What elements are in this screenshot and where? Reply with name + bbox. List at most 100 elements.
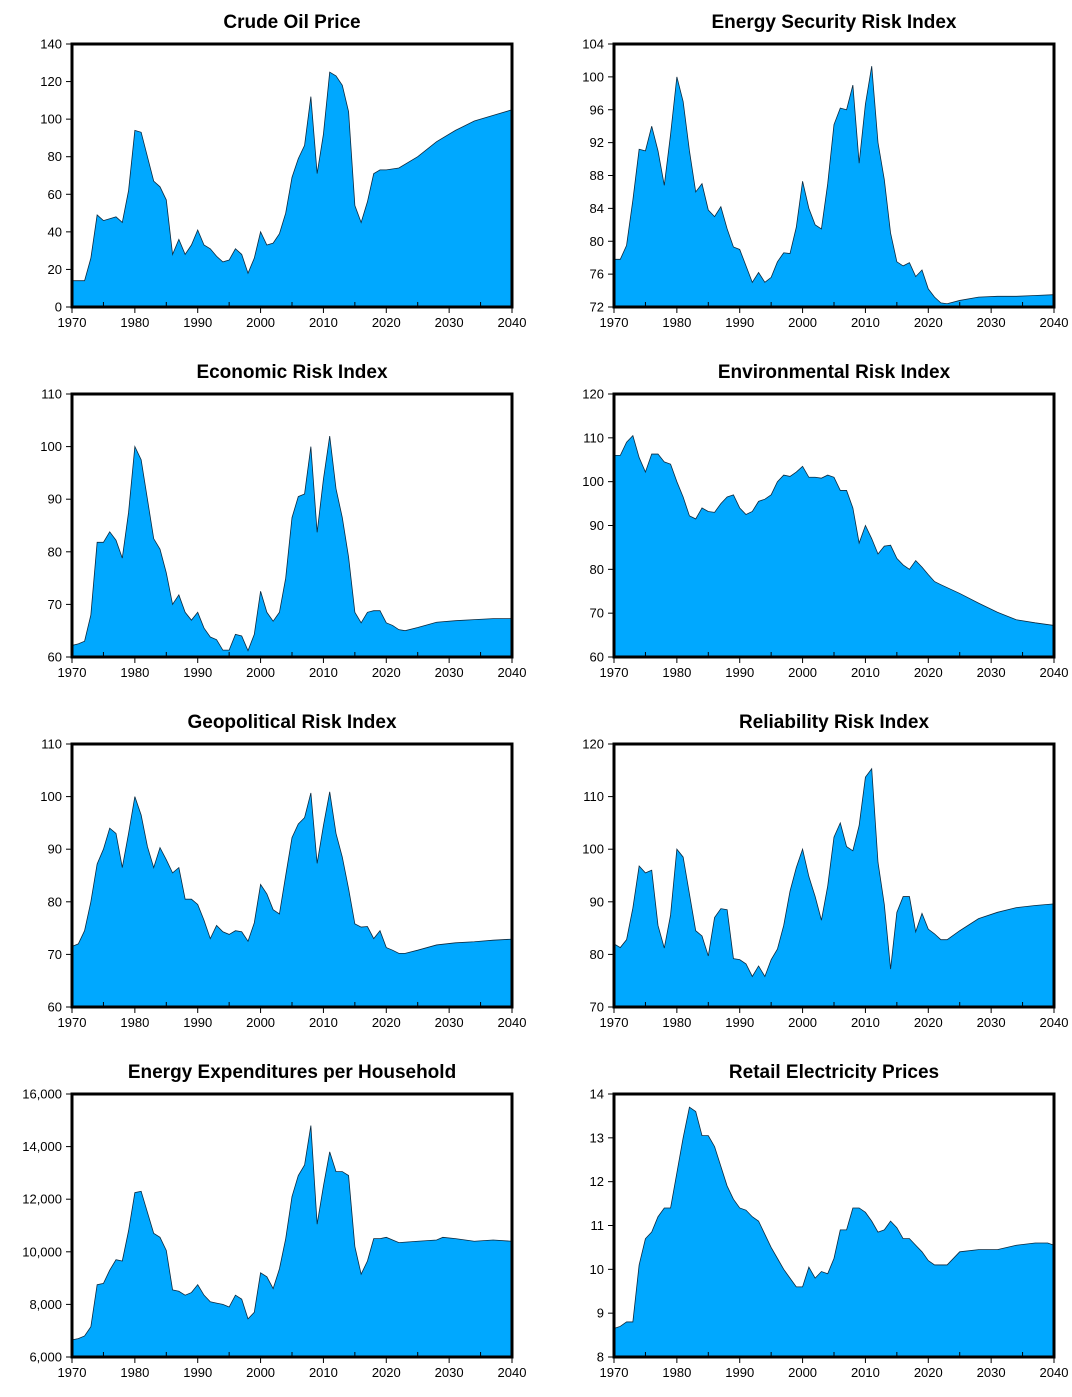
x-tick-label: 1990 (183, 1015, 212, 1030)
chart-title: Economic Risk Index (196, 362, 388, 383)
x-tick-label: 2010 (851, 1365, 880, 1380)
x-tick-label: 1990 (725, 315, 754, 330)
y-tick-label: 110 (583, 789, 604, 804)
y-tick-label: 10 (590, 1262, 604, 1277)
x-tick-label: 2000 (788, 1015, 817, 1030)
energy-expenditures-per-household-panel: Energy Expenditures per Household 6,000 8,… (0, 1050, 536, 1397)
series-line (613, 767, 1055, 978)
y-tick-label: 10,000 (22, 1244, 62, 1259)
y-tick-label: 120 (582, 387, 604, 402)
area-series (614, 66, 1054, 307)
x-tick-label: 1980 (662, 665, 691, 680)
x-tick-label: 2020 (914, 665, 943, 680)
x-tick-label: 2040 (1040, 1015, 1069, 1030)
y-tick-label: 6,000 (29, 1350, 62, 1365)
chart-title: Energy Expenditures per Household (128, 1062, 456, 1083)
plot-frame (612, 392, 1056, 659)
x-tick-label: 2000 (246, 1365, 275, 1380)
chart-title: Energy Security Risk Index (712, 12, 957, 33)
chart-title: Retail Electricity Prices (729, 1062, 939, 1083)
plot-frame (70, 742, 514, 1009)
x-tick-label: 1990 (183, 315, 212, 330)
y-tick-label: 60 (48, 650, 62, 665)
environmental-risk-index-panel: Environmental Risk Index 60 70 80 90 100 110 12… (542, 350, 1072, 697)
series-line (614, 66, 1055, 305)
y-tick-label: 100 (582, 474, 604, 489)
x-tick-label: 1990 (183, 1365, 212, 1380)
x-tick-label: 2020 (372, 1015, 401, 1030)
y-tick-label: 9 (597, 1306, 604, 1321)
area-series (72, 1125, 512, 1357)
x-tick-label: 2020 (372, 315, 401, 330)
x-tick-label: 2010 (851, 315, 880, 330)
y-tick-label: 100 (40, 112, 62, 127)
y-tick-label: 80 (590, 947, 604, 962)
y-tick-label: 90 (48, 492, 62, 507)
y-tick-label: 70 (590, 606, 604, 621)
chart-title: Geopolitical Risk Index (187, 712, 396, 733)
x-tick-label: 1980 (120, 315, 149, 330)
x-tick-label: 1970 (58, 315, 87, 330)
y-tick-label: 60 (48, 1000, 62, 1015)
x-tick-label: 2030 (977, 1365, 1006, 1380)
x-tick-label: 2000 (246, 1015, 275, 1030)
series-line (72, 71, 513, 282)
energy-security-risk-index-panel: Energy Security Risk Index 72 76 80 84 88 92 96… (542, 0, 1072, 347)
energy-security-risk-index-chart: Energy Security Risk Index 72 76 80 84 88 92 96… (582, 12, 1069, 330)
energy-expenditures-per-household-chart: Energy Expenditures per Household 6,000 8,… (22, 1062, 527, 1380)
y-tick-label: 110 (41, 737, 62, 752)
x-tick-label: 2040 (498, 1015, 527, 1030)
x-tick-label: 1990 (725, 1365, 754, 1380)
y-tick-label: 100 (582, 69, 604, 84)
y-tick-label: 90 (48, 842, 62, 857)
y-tick-label: 12 (590, 1174, 604, 1189)
y-tick-label: 72 (590, 300, 604, 315)
x-tick-label: 2040 (498, 315, 527, 330)
x-tick-label: 1980 (662, 1365, 691, 1380)
x-tick-label: 1970 (600, 1365, 629, 1380)
x-tick-label: 2040 (1040, 315, 1069, 330)
area-series (614, 768, 1054, 1007)
chart-title: Environmental Risk Index (718, 362, 951, 383)
y-tick-label: 120 (582, 737, 604, 752)
area-series (72, 72, 512, 308)
y-tick-label: 140 (40, 37, 62, 52)
y-tick-label: 16,000 (22, 1087, 62, 1102)
area-series (614, 1107, 1054, 1357)
y-tick-label: 90 (590, 894, 604, 909)
x-tick-label: 2040 (498, 665, 527, 680)
plot-frame (612, 42, 1056, 309)
geopolitical-risk-index-panel: Geopolitical Risk Index 60 70 80 90 100 110 197… (0, 700, 536, 1047)
crude-oil-price-panel: Crude Oil Price 0 20 40 60 80 100 120 140 1970 198… (0, 0, 536, 347)
y-tick-label: 0 (55, 300, 62, 315)
y-tick-label: 100 (40, 789, 62, 804)
x-tick-label: 2020 (914, 1365, 943, 1380)
y-tick-label: 104 (582, 37, 604, 52)
geopolitical-risk-index-chart: Geopolitical Risk Index 60 70 80 90 100 110 197… (40, 712, 527, 1030)
y-tick-label: 40 (48, 224, 62, 239)
chart-title: Crude Oil Price (223, 12, 360, 33)
y-tick-label: 92 (590, 135, 604, 150)
x-tick-label: 2020 (372, 665, 401, 680)
x-tick-label: 2000 (788, 665, 817, 680)
area-series (614, 435, 1054, 657)
x-tick-label: 1980 (120, 1365, 149, 1380)
x-tick-label: 2040 (1040, 1365, 1069, 1380)
retail-electricity-prices-chart: Retail Electricity Prices 8 9 10 11 12 13 14 197… (590, 1062, 1069, 1380)
series-line (71, 791, 513, 954)
x-tick-label: 2040 (498, 1365, 527, 1380)
y-tick-label: 84 (590, 201, 604, 216)
environmental-risk-index-chart: Environmental Risk Index 60 70 80 90 100 110 12… (582, 362, 1068, 680)
x-tick-label: 2030 (435, 1365, 464, 1380)
x-tick-label: 1970 (600, 315, 629, 330)
y-tick-label: 80 (590, 234, 604, 249)
x-tick-label: 2000 (246, 315, 275, 330)
y-tick-label: 11 (591, 1218, 605, 1233)
y-tick-label: 88 (590, 168, 604, 183)
y-tick-label: 20 (48, 262, 62, 277)
x-tick-label: 2020 (372, 1365, 401, 1380)
y-tick-label: 12,000 (22, 1192, 62, 1207)
y-tick-label: 13 (590, 1130, 604, 1145)
x-tick-label: 1970 (58, 665, 87, 680)
